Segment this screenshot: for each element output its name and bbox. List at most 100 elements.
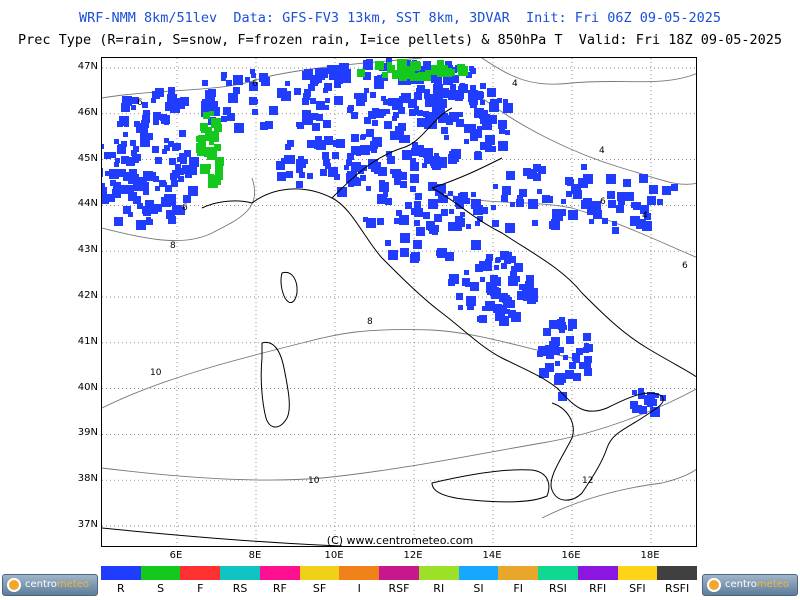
rain-cell — [569, 362, 576, 369]
rain-cell — [188, 186, 198, 196]
rain-cell — [249, 82, 258, 91]
rain-cell — [121, 156, 129, 164]
rain-cell — [492, 220, 499, 227]
rain-cell — [379, 182, 389, 192]
rain-cell — [445, 61, 452, 68]
precip-type-legend — [101, 566, 698, 580]
rain-cell — [142, 115, 150, 123]
rain-cell — [107, 194, 115, 202]
rain-cell — [223, 107, 231, 115]
rain-cell — [360, 175, 366, 181]
snow-cell — [200, 123, 208, 131]
rain-cell — [460, 212, 465, 217]
rain-cell — [234, 123, 244, 133]
rain-cell — [348, 105, 354, 111]
rain-cell — [378, 167, 387, 176]
rain-cell — [143, 171, 153, 181]
rain-cell — [612, 221, 617, 226]
snow-cell — [410, 73, 418, 81]
rain-cell — [583, 333, 591, 341]
rain-cell — [498, 141, 508, 151]
legend-swatch-f — [180, 566, 221, 580]
rain-cell — [573, 356, 580, 363]
legend-swatch-sf — [299, 566, 340, 580]
rain-cell — [374, 76, 379, 81]
rain-cell — [189, 157, 199, 167]
rain-cell — [133, 196, 141, 204]
rain-cell — [470, 124, 476, 130]
rain-cell — [557, 319, 563, 325]
rain-cell — [444, 135, 449, 140]
rain-cell — [356, 151, 361, 156]
rain-cell — [545, 363, 554, 372]
rain-cell — [209, 91, 214, 96]
rain-cell — [179, 153, 184, 158]
rain-cell — [118, 169, 126, 177]
rain-cell — [637, 405, 642, 410]
rain-cell — [519, 189, 527, 197]
rain-cell — [252, 109, 258, 115]
rain-cell — [129, 174, 139, 184]
rain-cell — [414, 110, 419, 115]
legend-label-rf: RF — [272, 582, 287, 595]
rain-cell — [612, 227, 619, 234]
rain-cell — [327, 65, 336, 74]
rain-cell — [458, 193, 467, 202]
legend-label-r: R — [117, 582, 125, 595]
rain-cell — [644, 213, 651, 220]
rain-cell — [412, 142, 418, 148]
precipitation-cells — [102, 58, 678, 417]
rain-cell — [525, 281, 534, 290]
lat-label: 45N — [77, 152, 98, 164]
rain-cell — [114, 139, 119, 144]
logo-text: centrometeo — [25, 579, 90, 590]
rain-cell — [567, 179, 574, 186]
snow-cell — [387, 65, 395, 73]
rain-cell — [490, 146, 496, 152]
rain-cell — [473, 205, 483, 215]
rain-cell — [559, 209, 566, 216]
rain-cell — [113, 182, 121, 190]
rain-cell — [377, 194, 387, 204]
rain-cell — [351, 146, 360, 155]
rain-cell — [400, 181, 407, 188]
isotherm-label: 12 — [582, 476, 593, 486]
rain-cell — [147, 205, 152, 210]
rain-cell — [435, 103, 445, 113]
legend-swatch-ri — [418, 566, 459, 580]
rain-cell — [312, 80, 318, 86]
rain-cell — [464, 124, 473, 133]
rain-cell — [543, 330, 549, 336]
rain-cell — [505, 223, 515, 233]
rain-cell — [576, 348, 583, 355]
rain-cell — [259, 73, 268, 82]
rain-cell — [485, 145, 492, 152]
rain-cell — [177, 157, 182, 162]
rain-cell — [533, 173, 541, 181]
rain-cell — [155, 186, 160, 191]
snow-cell — [210, 131, 216, 137]
rain-cell — [142, 206, 150, 214]
rain-cell — [469, 66, 474, 71]
rain-cell — [110, 152, 116, 158]
rain-cell — [153, 119, 159, 125]
legend-swatch-rsi — [538, 566, 578, 580]
rain-cell — [400, 248, 409, 257]
snow-cell — [208, 174, 214, 180]
rain-cell — [471, 201, 476, 206]
rain-cell — [632, 390, 637, 395]
rain-cell — [662, 186, 671, 195]
isotherm-label: 6 — [137, 98, 143, 108]
rain-cell — [559, 327, 565, 333]
rain-cell — [114, 217, 123, 226]
rain-cell — [638, 392, 645, 399]
snow-cell — [199, 145, 204, 150]
rain-cell — [413, 240, 422, 249]
rain-cell — [471, 192, 476, 197]
rain-cell — [152, 146, 159, 153]
rain-cell — [251, 73, 256, 78]
rain-cell — [467, 303, 474, 310]
rain-cell — [414, 92, 422, 100]
rain-cell — [477, 216, 483, 222]
rain-cell — [445, 252, 454, 261]
